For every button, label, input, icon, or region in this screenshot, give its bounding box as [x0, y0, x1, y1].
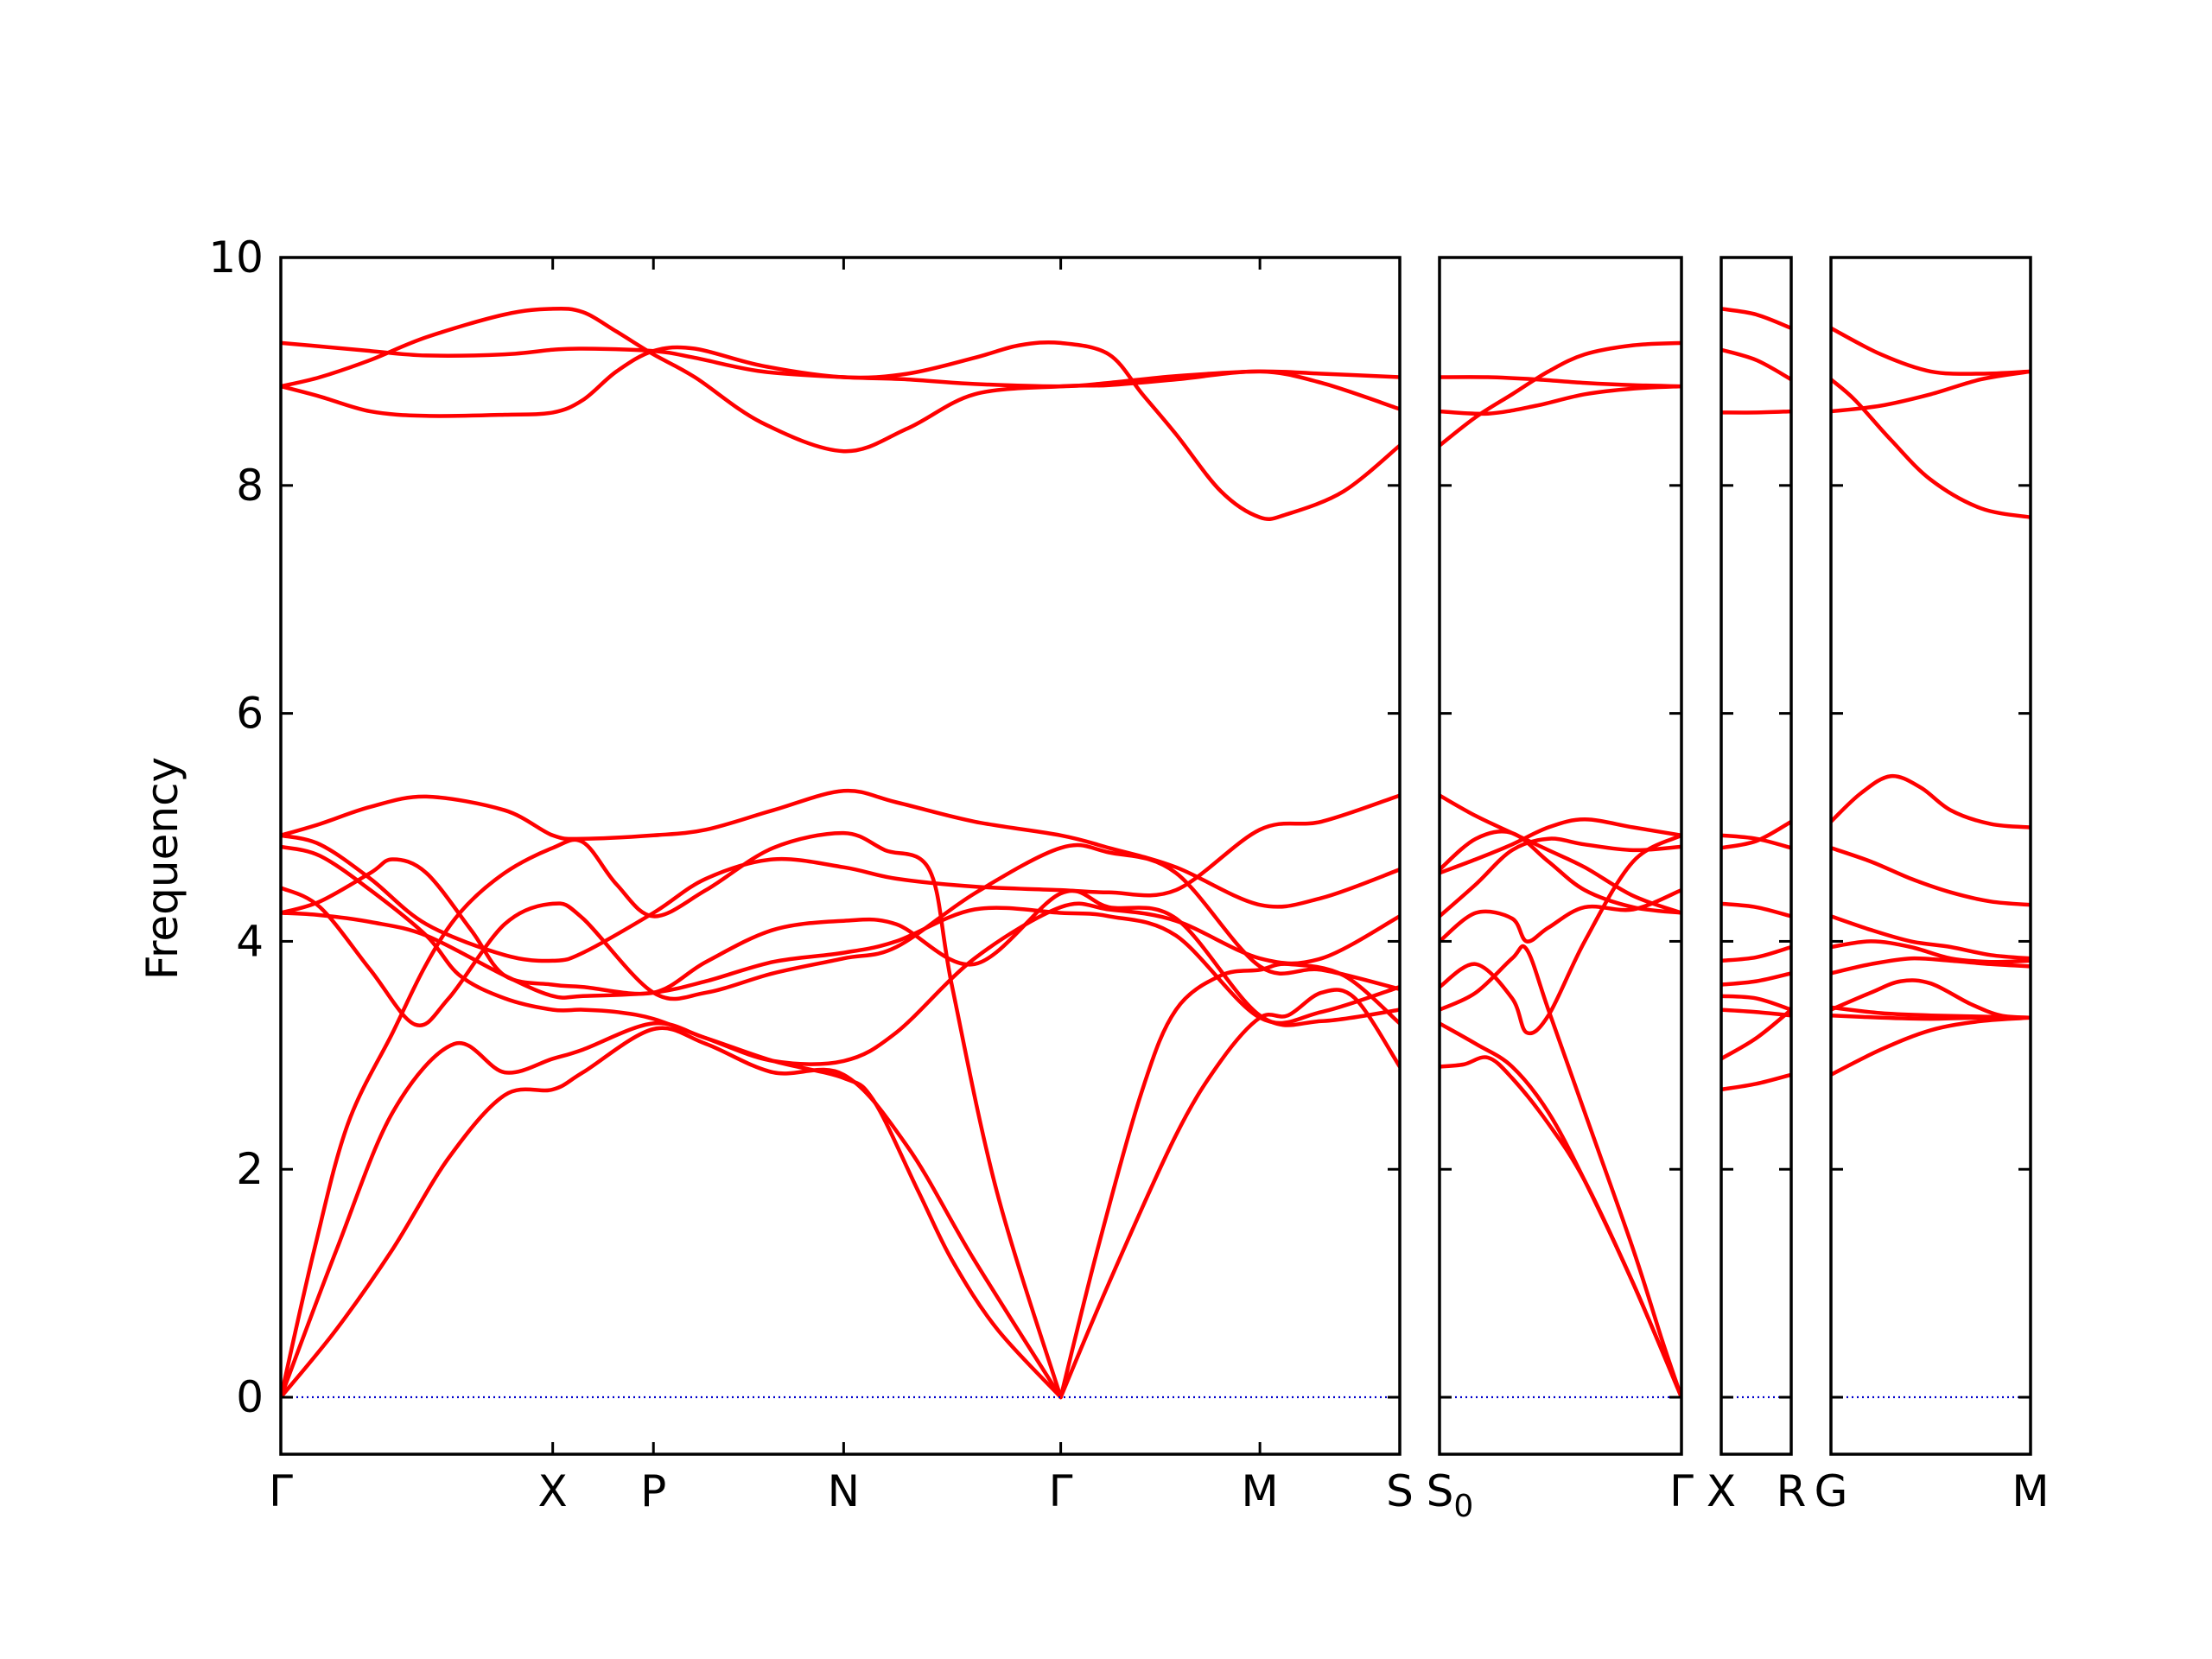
series-group — [1831, 326, 2031, 1399]
x-tick-label: S — [1386, 1466, 1414, 1516]
phonon-branch-line — [1721, 409, 1791, 415]
panel-frame — [279, 256, 1402, 1456]
phonon-branch-line — [281, 842, 1400, 1027]
panel-frame — [1719, 256, 1793, 1456]
phonon-branch-line — [281, 788, 1400, 909]
phonon-branch-line — [1440, 817, 1681, 875]
y-tick-label: 6 — [236, 689, 264, 739]
phonon-branch-line — [1721, 944, 1791, 963]
phonon-branch-line — [1721, 1007, 1791, 1018]
x-tick-label: Γ — [269, 1466, 293, 1516]
phonon-branch-line — [281, 340, 1400, 521]
chart-panels: Γ X P N Γ M S S0 Γ X R G M — [269, 256, 2050, 1524]
y-tick-label: 4 — [236, 916, 264, 966]
panel-frame — [1438, 256, 1683, 1456]
phonon-branch-line — [1831, 773, 2031, 830]
phonon-branch-line — [1440, 793, 1681, 915]
phonon-branch-line — [1440, 1055, 1681, 1400]
x-tick-label: M — [2012, 1466, 2049, 1516]
phonon-branch-line — [1831, 846, 2031, 907]
phonon-branch-line — [1831, 939, 2031, 964]
phonon-branch-line — [1721, 1007, 1791, 1061]
phonon-branch-line — [281, 1020, 1063, 1400]
x-tick-label: G — [1815, 1466, 1848, 1516]
y-axis-tick-labels: 0 2 4 6 8 10 — [208, 232, 264, 1422]
phonon-branch-line — [1440, 384, 1681, 416]
y-tick-label: 8 — [236, 461, 264, 511]
phonon-branch-line — [1831, 326, 2031, 376]
phonon-branch-line — [1440, 375, 1681, 389]
phonon-branch-line — [1721, 307, 1791, 331]
phonon-branch-line — [281, 340, 1400, 389]
phonon-branch-line — [1831, 956, 2031, 976]
phonon-branch-line — [1831, 1013, 2031, 1021]
phonon-branch-line — [1058, 962, 1400, 1400]
phonon-branch-line — [1721, 994, 1791, 1012]
series-group — [281, 306, 1400, 1400]
series-group — [1721, 307, 1791, 1399]
y-tick-label: 10 — [208, 232, 264, 283]
x-tick-label: N — [828, 1466, 860, 1516]
x-tick-label: R — [1777, 1466, 1807, 1516]
phonon-branch-line — [1831, 377, 2031, 519]
phonon-branch-line — [1440, 944, 1681, 1400]
phonon-branch-line — [1721, 971, 1791, 987]
phonon-branch-line — [1721, 347, 1791, 382]
x-tick-label: Γ — [1049, 1466, 1073, 1516]
phonon-branch-line — [281, 306, 1400, 454]
phonon-branch-line — [1440, 830, 1681, 915]
phonon-branch-line — [1058, 988, 1400, 1400]
phonon-branch-line — [281, 830, 1063, 1400]
series-group — [1440, 340, 1681, 1400]
panel-frame — [1829, 256, 2032, 1456]
phonon-branch-line — [1440, 340, 1681, 448]
phonon-branch-line — [1721, 833, 1791, 850]
phonon-branch-line — [281, 1026, 1063, 1400]
x-tick-label: S0 — [1427, 1466, 1474, 1524]
x-tick-label: M — [1242, 1466, 1279, 1516]
x-tick-label: X — [538, 1466, 568, 1516]
phonon-branch-line — [1440, 1021, 1681, 1400]
phonon-branch-line — [281, 844, 1400, 1066]
phonon-branch-line — [281, 857, 1400, 1027]
phonon-branch-line — [1721, 901, 1791, 918]
phonon-branch-line — [1440, 887, 1681, 944]
phonon-branch-line — [1831, 914, 2031, 961]
x-tick-label: X — [1707, 1466, 1736, 1516]
y-tick-label: 0 — [236, 1372, 264, 1422]
phonon-branch-line — [1721, 1072, 1791, 1092]
chart-panel-2: S0 Γ — [1427, 256, 1694, 1524]
phonon-branch-line — [1831, 1015, 2031, 1077]
phonon-branch-line — [1721, 819, 1791, 850]
x-tick-label: Γ — [1669, 1466, 1694, 1516]
y-axis-label: Frequency — [137, 757, 188, 980]
x-tick-label: P — [640, 1466, 666, 1516]
phonon-branch-line — [1440, 836, 1681, 918]
phonon-branch-line — [1440, 833, 1681, 1036]
y-tick-label: 2 — [236, 1144, 264, 1194]
